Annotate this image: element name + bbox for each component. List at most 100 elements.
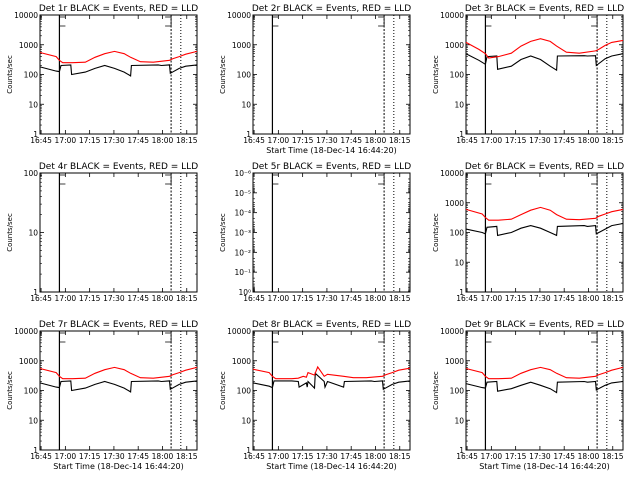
y-tick-label: 10000 <box>14 327 38 336</box>
y-tick-label: 10 <box>454 416 464 425</box>
x-tick-label: 17:45 <box>340 294 362 303</box>
x-tick-label: 18:15 <box>389 452 411 461</box>
series-line-lld <box>465 366 624 380</box>
x-tick-label: 16:45 <box>30 136 52 145</box>
interval-bracket <box>378 174 385 185</box>
y-tick-label: 10⁻¹ <box>234 268 251 277</box>
y-tick-label: 10⁻⁵ <box>234 189 251 198</box>
y-tick-label: 10 <box>241 416 251 425</box>
y-tick-label: 100 <box>24 169 39 178</box>
x-tick-label: 17:30 <box>103 136 125 145</box>
panel-title: Det 6r BLACK = Events, RED = LLD <box>465 162 624 172</box>
y-tick-label: 10 <box>28 416 38 425</box>
x-tick-label: 17:15 <box>292 294 314 303</box>
x-tick-label: 17:00 <box>481 136 503 145</box>
y-tick-label: 100 <box>450 229 465 238</box>
panel-title: Det 2r BLACK = Events, RED = LLD <box>252 4 411 14</box>
x-tick-label: 18:15 <box>389 294 411 303</box>
plot-frame <box>39 172 198 293</box>
x-tick-label: 16:45 <box>456 294 478 303</box>
plot-frame <box>252 14 411 135</box>
y-tick-label: 100 <box>450 387 465 396</box>
x-tick-label: 18:15 <box>602 136 624 145</box>
y-tick-label: 1 <box>459 288 464 297</box>
x-tick-label: 17:30 <box>529 294 551 303</box>
y-tick-label: 1000 <box>19 357 38 366</box>
x-tick-label: 18:00 <box>578 136 600 145</box>
x-tick-label: 18:00 <box>152 294 174 303</box>
y-tick-label: 1 <box>246 130 251 139</box>
x-tick-label: 17:15 <box>292 452 314 461</box>
panel-title: Det 1r BLACK = Events, RED = LLD <box>39 4 198 14</box>
y-axis-label: Counts/sec <box>432 213 440 252</box>
y-tick-label: 100 <box>450 71 465 80</box>
interval-bracket <box>485 332 492 343</box>
x-tick-label: 18:00 <box>365 136 387 145</box>
x-tick-label: 17:30 <box>529 452 551 461</box>
y-axis-label: Counts/sec <box>219 371 227 410</box>
series-line-lld <box>39 50 198 64</box>
y-tick-label: 10000 <box>440 327 464 336</box>
y-tick-label: 10000 <box>227 327 251 336</box>
y-tick-label: 1000 <box>232 41 251 50</box>
y-tick-label: 1 <box>459 130 464 139</box>
x-tick-label: 16:45 <box>243 294 265 303</box>
y-tick-label: 1000 <box>445 41 464 50</box>
x-tick-label: 17:15 <box>79 452 101 461</box>
interval-bracket <box>591 174 598 185</box>
x-tick-label: 18:15 <box>602 452 624 461</box>
y-tick-label: 10000 <box>440 11 464 20</box>
x-tick-label: 16:45 <box>243 452 265 461</box>
x-tick-label: 17:00 <box>268 452 290 461</box>
interval-bracket <box>591 332 598 343</box>
x-tick-label: 17:45 <box>553 136 575 145</box>
interval-bracket <box>272 174 279 185</box>
y-axis-label: Counts/sec <box>6 213 14 252</box>
panel-title: Det 8r BLACK = Events, RED = LLD <box>252 320 411 330</box>
x-tick-label: 17:15 <box>505 452 527 461</box>
y-tick-label: 10000 <box>14 11 38 20</box>
x-tick-label: 17:15 <box>505 294 527 303</box>
plot-frame <box>252 172 411 293</box>
y-axis-label: Counts/sec <box>6 371 14 410</box>
plot-frame <box>39 330 198 451</box>
x-tick-label: 18:00 <box>152 136 174 145</box>
panel-title: Det 7r BLACK = Events, RED = LLD <box>39 320 198 330</box>
interval-bracket <box>165 332 172 343</box>
x-tick-label: 17:45 <box>553 294 575 303</box>
y-tick-label: 10⁻⁶ <box>234 169 251 178</box>
series-line-events <box>39 380 198 393</box>
x-axis-label: Start Time (18-Dec-14 16:44:20) <box>266 462 397 471</box>
x-tick-label: 18:15 <box>176 452 198 461</box>
y-tick-label: 10⁻⁴ <box>234 209 251 218</box>
x-tick-label: 18:00 <box>152 452 174 461</box>
x-tick-label: 17:45 <box>553 452 575 461</box>
interval-bracket <box>59 332 66 343</box>
x-tick-label: 17:45 <box>127 452 149 461</box>
detector-panel-2: Det 2r BLACK = Events, RED = LLD 16:45 17:… <box>219 4 411 155</box>
y-tick-label: 1 <box>33 446 38 455</box>
y-tick-label: 1 <box>459 446 464 455</box>
plot-frame <box>465 14 624 135</box>
x-tick-label: 16:45 <box>456 136 478 145</box>
x-tick-label: 17:45 <box>127 136 149 145</box>
y-tick-label: 10 <box>241 100 251 109</box>
y-tick-label: 1 <box>246 446 251 455</box>
x-tick-label: 17:45 <box>340 136 362 145</box>
y-tick-label: 100 <box>24 387 39 396</box>
interval-bracket <box>165 16 172 27</box>
x-tick-label: 18:15 <box>389 136 411 145</box>
interval-bracket <box>378 332 385 343</box>
y-tick-label: 10 <box>28 100 38 109</box>
y-axis-label: Counts/sec <box>219 55 227 94</box>
x-tick-label: 17:45 <box>127 294 149 303</box>
x-tick-label: 18:00 <box>578 452 600 461</box>
x-tick-label: 16:45 <box>243 136 265 145</box>
x-tick-label: 18:00 <box>365 452 387 461</box>
